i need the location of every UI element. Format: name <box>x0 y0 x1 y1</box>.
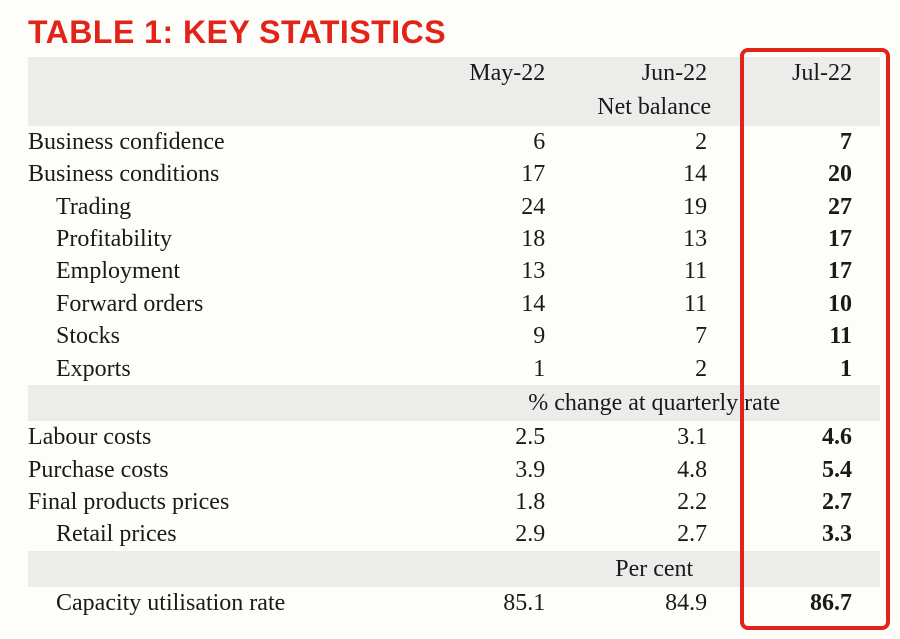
table-row: Capacity utilisation rate 85.1 84.9 86.7 <box>28 587 880 619</box>
cell-may: 13 <box>428 255 573 287</box>
table-title: TABLE 1: KEY STATISTICS <box>28 14 880 51</box>
cell-may: 9 <box>428 320 573 352</box>
table-row: Stocks 9 7 11 <box>28 320 880 352</box>
section-pct-change: % change at quarterly rate <box>28 385 880 421</box>
cell-jul: 17 <box>735 255 880 287</box>
cell-jul: 4.6 <box>735 421 880 453</box>
cell-jun: 13 <box>573 223 735 255</box>
row-label: Final products prices <box>28 486 428 518</box>
cell-may: 3.9 <box>428 454 573 486</box>
row-label: Exports <box>28 353 428 385</box>
cell-jul: 3.3 <box>735 518 880 550</box>
key-statistics-table: May-22 Jun-22 Jul-22 Net balance Busines… <box>28 57 880 620</box>
cell-jul: 7 <box>735 126 880 158</box>
cell-jun: 4.8 <box>573 454 735 486</box>
col-jun: Jun-22 <box>573 57 735 89</box>
section-per-cent: Per cent <box>28 551 880 587</box>
col-jul: Jul-22 <box>735 57 880 89</box>
section-label: Net balance <box>428 89 880 125</box>
section-label: Per cent <box>428 551 880 587</box>
cell-may: 1 <box>428 353 573 385</box>
section-label: % change at quarterly rate <box>428 385 880 421</box>
cell-jun: 14 <box>573 158 735 190</box>
row-label: Stocks <box>28 320 428 352</box>
cell-may: 2.9 <box>428 518 573 550</box>
cell-jun: 11 <box>573 288 735 320</box>
table-row: Retail prices 2.9 2.7 3.3 <box>28 518 880 550</box>
row-label: Forward orders <box>28 288 428 320</box>
cell-jul: 2.7 <box>735 486 880 518</box>
cell-jul: 20 <box>735 158 880 190</box>
cell-may: 24 <box>428 191 573 223</box>
row-label: Profitability <box>28 223 428 255</box>
row-label: Business conditions <box>28 158 428 190</box>
table-row: Labour costs 2.5 3.1 4.6 <box>28 421 880 453</box>
cell-jun: 11 <box>573 255 735 287</box>
cell-may: 6 <box>428 126 573 158</box>
table-row: Forward orders 14 11 10 <box>28 288 880 320</box>
table-row: Profitability 18 13 17 <box>28 223 880 255</box>
cell-jun: 2 <box>573 126 735 158</box>
section-net-balance: Net balance <box>28 89 880 125</box>
cell-may: 18 <box>428 223 573 255</box>
cell-may: 14 <box>428 288 573 320</box>
cell-jun: 7 <box>573 320 735 352</box>
cell-may: 17 <box>428 158 573 190</box>
cell-jul: 17 <box>735 223 880 255</box>
cell-jun: 3.1 <box>573 421 735 453</box>
row-label: Trading <box>28 191 428 223</box>
cell-jul: 86.7 <box>735 587 880 619</box>
cell-jul: 27 <box>735 191 880 223</box>
header-row: May-22 Jun-22 Jul-22 <box>28 57 880 89</box>
table-row: Purchase costs 3.9 4.8 5.4 <box>28 454 880 486</box>
cell-jul: 1 <box>735 353 880 385</box>
cell-may: 1.8 <box>428 486 573 518</box>
table-row: Trading 24 19 27 <box>28 191 880 223</box>
cell-jun: 2.7 <box>573 518 735 550</box>
row-label: Capacity utilisation rate <box>28 587 428 619</box>
cell-jul: 10 <box>735 288 880 320</box>
cell-may: 85.1 <box>428 587 573 619</box>
table-row: Final products prices 1.8 2.2 2.7 <box>28 486 880 518</box>
cell-may: 2.5 <box>428 421 573 453</box>
row-label: Retail prices <box>28 518 428 550</box>
cell-jun: 2.2 <box>573 486 735 518</box>
cell-jun: 84.9 <box>573 587 735 619</box>
cell-jun: 19 <box>573 191 735 223</box>
table-row: Exports 1 2 1 <box>28 353 880 385</box>
table-row: Employment 13 11 17 <box>28 255 880 287</box>
table-row: Business conditions 17 14 20 <box>28 158 880 190</box>
cell-jun: 2 <box>573 353 735 385</box>
table-row: Business confidence 6 2 7 <box>28 126 880 158</box>
col-may: May-22 <box>428 57 573 89</box>
row-label: Business confidence <box>28 126 428 158</box>
row-label: Employment <box>28 255 428 287</box>
cell-jul: 5.4 <box>735 454 880 486</box>
cell-jul: 11 <box>735 320 880 352</box>
row-label: Purchase costs <box>28 454 428 486</box>
row-label: Labour costs <box>28 421 428 453</box>
